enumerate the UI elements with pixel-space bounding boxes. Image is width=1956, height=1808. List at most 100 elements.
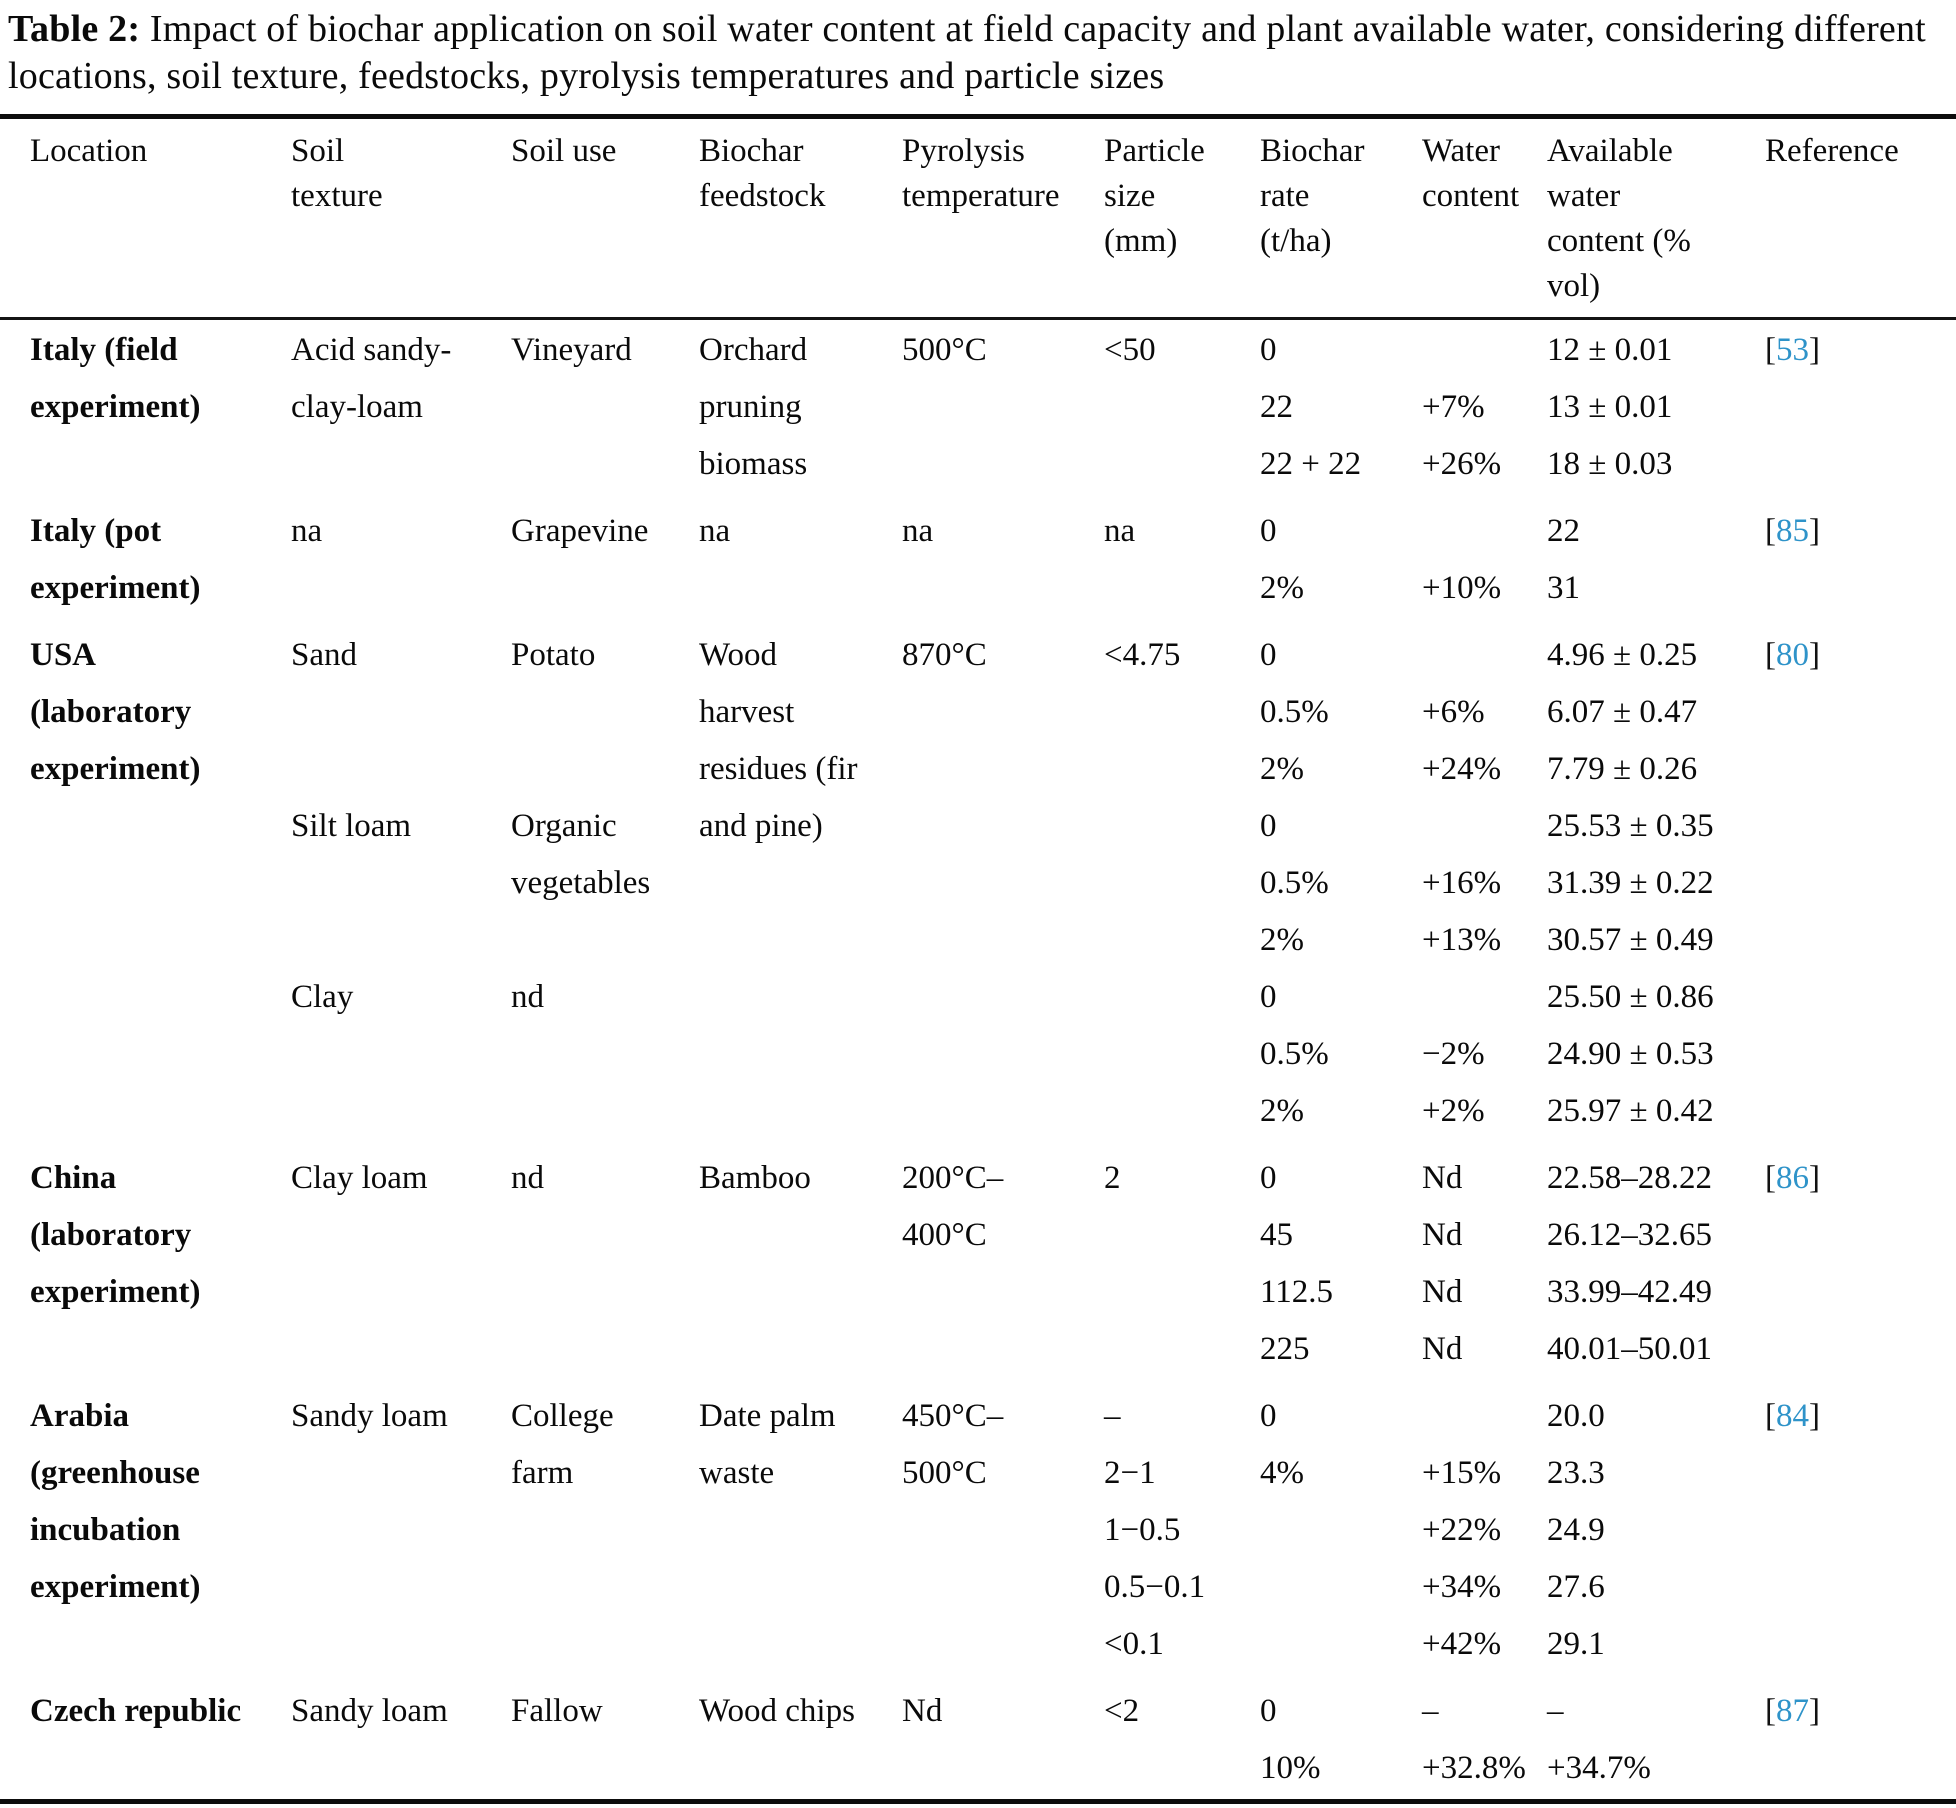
table-row: Clay nd 0 25.50 ± 0.86 bbox=[0, 969, 1956, 1026]
cell-soil-use: Vineyard bbox=[511, 332, 632, 368]
column-header-line: Available bbox=[1547, 133, 1673, 169]
cell-soil-use: Fallow bbox=[511, 1693, 603, 1729]
column-header-line: Soil bbox=[291, 133, 345, 169]
cell-pyrolysis-temperature: Nd bbox=[902, 1693, 943, 1729]
cell-available-water-content: 20.0 bbox=[1547, 1398, 1605, 1434]
cell-biochar-rate: 45 bbox=[1260, 1217, 1293, 1253]
cell-biochar-rate: 0 bbox=[1260, 979, 1277, 1015]
cell-water-content: – bbox=[1422, 1693, 1439, 1729]
column-header-line: vol) bbox=[1547, 268, 1601, 304]
cell-available-water-content: 12 ± 0.01 bbox=[1547, 332, 1673, 368]
citation-bracket-open: [ bbox=[1765, 637, 1776, 673]
cell-reference: [86] bbox=[1765, 1150, 1950, 1207]
table-row: 22 + 22 +26% 18 ± 0.03 bbox=[0, 436, 1956, 493]
cell-soil-use: Potato bbox=[511, 637, 596, 673]
cell-water-content: +34% bbox=[1422, 1569, 1502, 1605]
table-caption-text: Impact of biochar application on soil wa… bbox=[8, 8, 1926, 97]
cell-particle-size: – bbox=[1104, 1398, 1121, 1434]
cell-available-water-content: 26.12–32.65 bbox=[1547, 1217, 1712, 1253]
table-row: 0.5% +6% 6.07 ± 0.47 bbox=[0, 684, 1956, 741]
table-row: 225 Nd 40.01–50.01 bbox=[0, 1321, 1956, 1378]
cell-soil-texture: Sand bbox=[291, 637, 357, 673]
citation-bracket-close: ] bbox=[1809, 513, 1820, 549]
cell-available-water-content: 33.99–42.49 bbox=[1547, 1274, 1712, 1310]
cell-available-water-content: 30.57 ± 0.49 bbox=[1547, 922, 1714, 958]
cell-soil-use: College farm bbox=[511, 1398, 614, 1491]
citation-link[interactable]: 84 bbox=[1776, 1398, 1809, 1434]
column-header-line: content bbox=[1422, 178, 1520, 214]
citation-link[interactable]: 87 bbox=[1776, 1693, 1809, 1729]
cell-particle-size: na bbox=[1104, 513, 1136, 549]
table-caption-label: Table 2: bbox=[8, 8, 141, 50]
cell-particle-size: 1−0.5 bbox=[1104, 1512, 1181, 1548]
table-section: USA (laboratory experiment) Sand Potato Woo… bbox=[0, 627, 1956, 1140]
column-header-line: size bbox=[1104, 178, 1156, 214]
cell-biochar-feedstock: na bbox=[699, 513, 731, 549]
cell-location: Italy (pot experiment) bbox=[30, 513, 201, 606]
cell-water-content: +42% bbox=[1422, 1626, 1502, 1662]
cell-available-water-content: – bbox=[1547, 1693, 1564, 1729]
column-header-line: (mm) bbox=[1104, 223, 1178, 259]
cell-pyrolysis-temperature: 450°C– 500°C bbox=[902, 1398, 1004, 1491]
cell-soil-texture: Clay loam bbox=[291, 1160, 428, 1196]
column-header-available-water-content: Available water content (% vol) bbox=[1547, 129, 1765, 309]
cell-available-water-content: 29.1 bbox=[1547, 1626, 1605, 1662]
citation-bracket-open: [ bbox=[1765, 1693, 1776, 1729]
cell-water-content: +26% bbox=[1422, 446, 1502, 482]
cell-biochar-rate: 22 + 22 bbox=[1260, 446, 1362, 482]
cell-available-water-content: +34.7% bbox=[1547, 1750, 1651, 1786]
column-header-line: Reference bbox=[1765, 133, 1899, 169]
table-row: 112.5 Nd 33.99–42.49 bbox=[0, 1264, 1956, 1321]
cell-biochar-rate: 2% bbox=[1260, 751, 1304, 787]
cell-location: USA (laboratory experiment) bbox=[30, 637, 201, 787]
cell-water-content: Nd bbox=[1422, 1274, 1463, 1310]
table-section: Czech republic Sandy loam Fallow Wood chips… bbox=[0, 1683, 1956, 1797]
cell-water-content: +7% bbox=[1422, 389, 1485, 425]
column-header-line: temperature bbox=[902, 178, 1060, 214]
citation-link[interactable]: 85 bbox=[1776, 513, 1809, 549]
cell-available-water-content: 40.01–50.01 bbox=[1547, 1331, 1712, 1367]
cell-water-content: Nd bbox=[1422, 1331, 1463, 1367]
column-header-line: texture bbox=[291, 178, 383, 214]
cell-soil-texture: na bbox=[291, 513, 323, 549]
cell-water-content: Nd bbox=[1422, 1160, 1463, 1196]
cell-available-water-content: 4.96 ± 0.25 bbox=[1547, 637, 1698, 673]
table-row: Italy (field experiment) Acid sandy- clay… bbox=[0, 322, 1956, 482]
cell-water-content: +24% bbox=[1422, 751, 1502, 787]
cell-reference: [53] bbox=[1765, 322, 1950, 379]
cell-biochar-rate: 225 bbox=[1260, 1331, 1310, 1367]
citation-bracket-open: [ bbox=[1765, 1160, 1776, 1196]
citation-link[interactable]: 80 bbox=[1776, 637, 1809, 673]
cell-reference: [80] bbox=[1765, 627, 1950, 684]
cell-biochar-rate: 2% bbox=[1260, 570, 1304, 606]
column-header-line: water bbox=[1547, 178, 1621, 214]
cell-available-water-content: 25.97 ± 0.42 bbox=[1547, 1093, 1714, 1129]
citation-bracket-close: ] bbox=[1809, 1160, 1820, 1196]
citation-bracket-close: ] bbox=[1809, 1398, 1820, 1434]
table-header-rule bbox=[0, 317, 1956, 320]
table-row: 0.5% +16% 31.39 ± 0.22 bbox=[0, 855, 1956, 912]
cell-water-content: +10% bbox=[1422, 570, 1502, 606]
cell-available-water-content: 25.50 ± 0.86 bbox=[1547, 979, 1714, 1015]
table-section: Italy (pot experiment) na Grapevine na na na 0… bbox=[0, 503, 1956, 617]
cell-biochar-rate: 22 bbox=[1260, 389, 1293, 425]
citation-bracket-close: ] bbox=[1809, 1693, 1820, 1729]
column-header-soil-texture: Soil texture bbox=[291, 129, 511, 219]
cell-pyrolysis-temperature: na bbox=[902, 513, 934, 549]
cell-soil-texture: Clay bbox=[291, 979, 354, 1015]
cell-available-water-content: 31 bbox=[1547, 570, 1580, 606]
citation-bracket-close: ] bbox=[1809, 637, 1820, 673]
cell-location: Arabia (greenhouse incubation experiment… bbox=[30, 1398, 201, 1605]
table-row: 1−0.5 +22% 24.9 bbox=[0, 1502, 1956, 1559]
cell-biochar-feedstock: Wood chips bbox=[699, 1693, 855, 1729]
table-row: 2% +2% 25.97 ± 0.42 bbox=[0, 1083, 1956, 1140]
cell-soil-texture: Acid sandy- clay-loam bbox=[291, 332, 452, 425]
citation-link[interactable]: 86 bbox=[1776, 1160, 1809, 1196]
cell-soil-use: nd bbox=[511, 1160, 544, 1196]
column-header-line: Biochar bbox=[699, 133, 804, 169]
cell-biochar-feedstock: Orchard pruning biomass bbox=[699, 332, 808, 482]
citation-link[interactable]: 53 bbox=[1776, 332, 1809, 368]
cell-location: China (laboratory experiment) bbox=[30, 1160, 201, 1310]
cell-particle-size: <50 bbox=[1104, 332, 1156, 368]
